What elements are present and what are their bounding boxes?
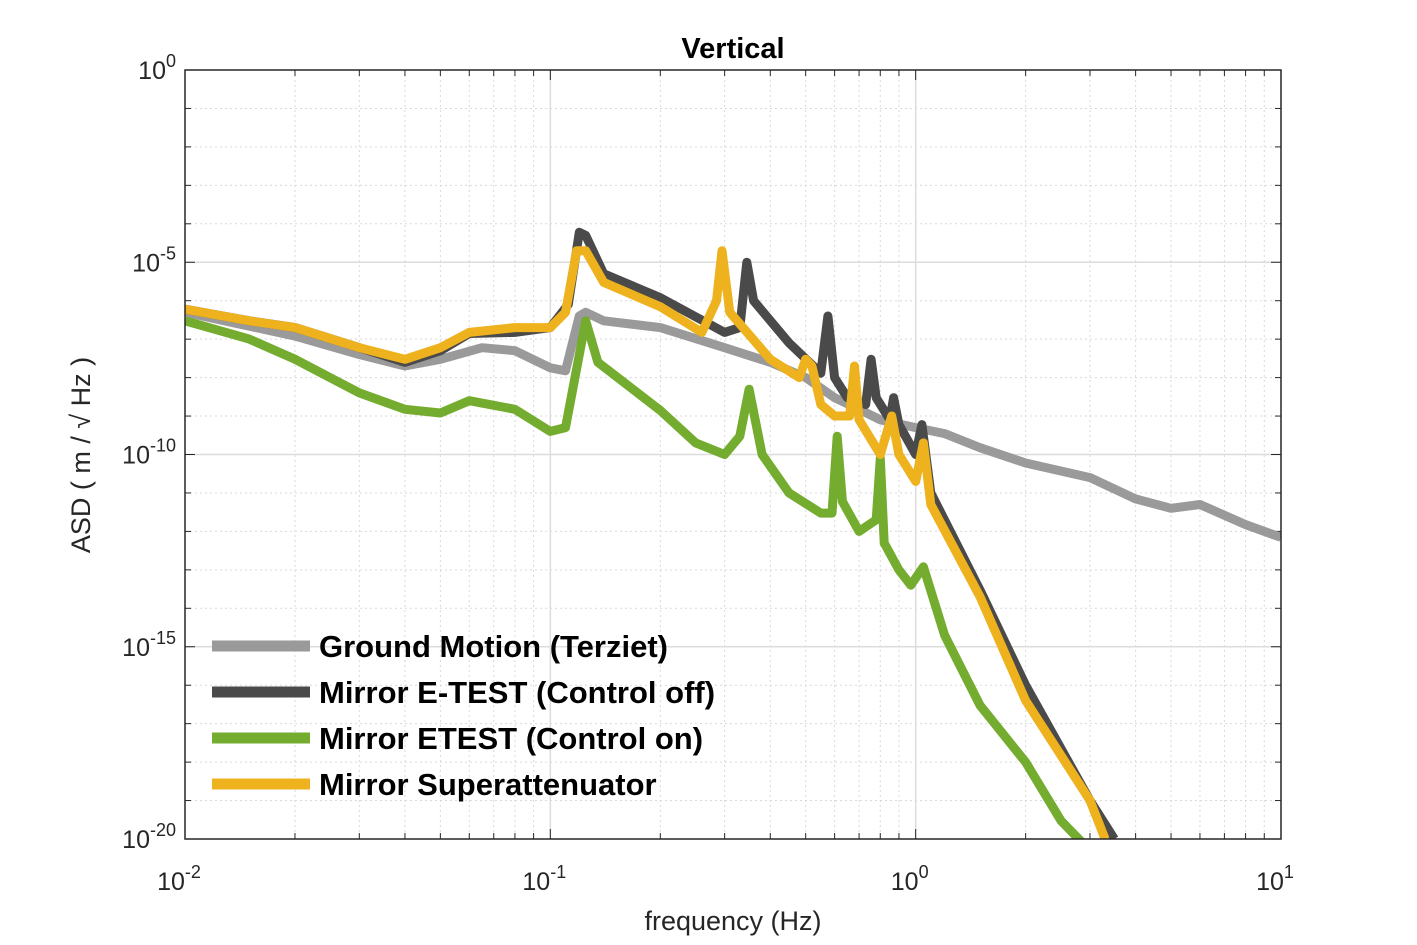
x-axis-ticks: 10-2 10-1 100 101 xyxy=(157,70,1294,896)
y-tick-label: 100 xyxy=(138,51,176,85)
series-line-4 xyxy=(185,246,1110,839)
x-tick-label: 10-1 xyxy=(522,862,566,896)
y-tick-label: 10-15 xyxy=(122,628,176,662)
plot-border xyxy=(184,69,1282,840)
y-axis-label: ASD ( m / √ Hz ) xyxy=(66,357,96,553)
series-line-3 xyxy=(185,316,1086,839)
grid-minor xyxy=(185,70,1281,839)
legend: Ground Motion (Terziet) Mirror E-TEST (Co… xyxy=(212,629,715,802)
y-axis-ticks: 100 10-5 10-10 10-15 10-20 xyxy=(122,51,176,854)
legend-label-2: Mirror E-TEST (Control off) xyxy=(319,675,715,710)
chart-title: Vertical xyxy=(681,33,784,65)
series-line-1 xyxy=(185,307,1281,542)
x-tick-label: 101 xyxy=(1256,862,1294,896)
y-tick-label: 10-20 xyxy=(122,820,176,854)
legend-label-4: Mirror Superattenuator xyxy=(319,767,657,802)
series-layer xyxy=(185,227,1281,839)
y-tick-label: 10-10 xyxy=(122,436,176,470)
y-tick-label: 10-5 xyxy=(132,243,176,277)
x-tick-label: 100 xyxy=(891,862,929,896)
legend-label-3: Mirror ETEST (Control on) xyxy=(319,721,703,756)
legend-label-1: Ground Motion (Terziet) xyxy=(319,629,668,664)
x-axis-label: frequency (Hz) xyxy=(644,906,821,936)
x-tick-label: 10-2 xyxy=(157,862,201,896)
